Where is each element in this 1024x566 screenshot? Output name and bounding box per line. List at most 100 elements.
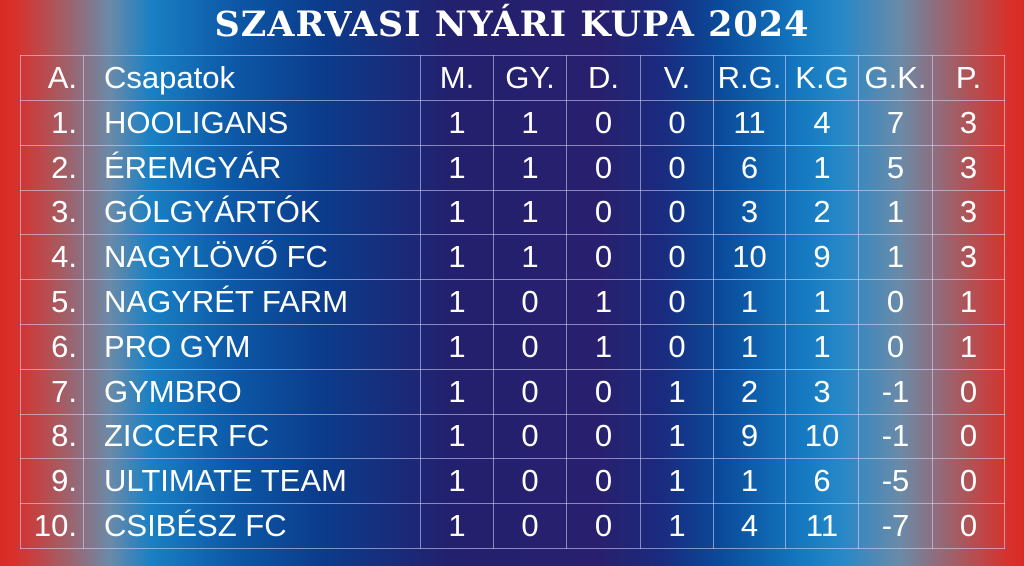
cell-points: 0 xyxy=(932,413,1005,460)
cell-team: GYMBRO xyxy=(83,368,421,415)
cell-wins: 0 xyxy=(493,279,567,325)
cell-goals-against: 10 xyxy=(785,413,859,460)
cell-goals-against: 9 xyxy=(785,234,859,281)
cell-goal-difference: 5 xyxy=(858,144,933,191)
cell-team: CSIBÉSZ FC xyxy=(83,503,421,549)
table-row: 1. HOOLIGANS 1 1 0 0 11 4 7 3 xyxy=(20,100,1005,146)
table-row: 7. GYMBRO 1 0 0 1 2 3 -1 0 xyxy=(20,368,1005,415)
cell-draws: 1 xyxy=(566,323,641,370)
cell-points: 0 xyxy=(932,503,1005,549)
cell-team: NAGYLÖVŐ FC xyxy=(83,234,421,281)
header-goals-against: K.G xyxy=(785,55,859,101)
cell-goals-for: 2 xyxy=(713,368,786,415)
cell-goal-difference: 1 xyxy=(858,234,933,281)
cell-losses: 0 xyxy=(640,323,714,370)
cell-draws: 0 xyxy=(566,144,641,191)
cell-goals-against: 3 xyxy=(785,368,859,415)
cell-losses: 0 xyxy=(640,189,714,236)
cell-losses: 0 xyxy=(640,100,714,146)
cell-team: HOOLIGANS xyxy=(83,100,421,146)
cell-goals-against: 2 xyxy=(785,189,859,236)
cell-team: PRO GYM xyxy=(83,323,421,370)
cell-position: 8. xyxy=(20,413,84,460)
cell-team: ULTIMATE TEAM xyxy=(83,458,421,505)
cell-goals-for: 1 xyxy=(713,279,786,325)
cell-losses: 1 xyxy=(640,368,714,415)
cell-points: 1 xyxy=(932,323,1005,370)
cell-losses: 0 xyxy=(640,234,714,281)
cell-goals-for: 11 xyxy=(713,100,786,146)
table-row: 4. NAGYLÖVŐ FC 1 1 0 0 10 9 1 3 xyxy=(20,234,1005,281)
cell-losses: 0 xyxy=(640,279,714,325)
cell-position: 7. xyxy=(20,368,84,415)
cell-losses: 0 xyxy=(640,144,714,191)
cell-goal-difference: -1 xyxy=(858,413,933,460)
cell-position: 3. xyxy=(20,189,84,236)
cell-team: ZICCER FC xyxy=(83,413,421,460)
cell-points: 3 xyxy=(932,144,1005,191)
cell-points: 0 xyxy=(932,458,1005,505)
cell-goals-against: 6 xyxy=(785,458,859,505)
cell-draws: 0 xyxy=(566,503,641,549)
cell-goal-difference: 1 xyxy=(858,189,933,236)
header-goal-difference: G.K. xyxy=(858,55,933,101)
cell-goal-difference: 0 xyxy=(858,279,933,325)
cell-goals-against: 4 xyxy=(785,100,859,146)
cell-goals-for: 4 xyxy=(713,503,786,549)
cell-played: 1 xyxy=(420,189,494,236)
cell-played: 1 xyxy=(420,279,494,325)
table-row: 10. CSIBÉSZ FC 1 0 0 1 4 11 -7 0 xyxy=(20,503,1005,549)
cell-wins: 0 xyxy=(493,413,567,460)
cell-wins: 1 xyxy=(493,234,567,281)
cell-wins: 1 xyxy=(493,144,567,191)
cell-points: 3 xyxy=(932,234,1005,281)
standings-table: A. Csapatok M. GY. D. V. R.G. K.G G.K. P. 1. HOOLI… xyxy=(20,55,1005,549)
cell-goals-for: 3 xyxy=(713,189,786,236)
cell-goals-for: 1 xyxy=(713,323,786,370)
cell-wins: 0 xyxy=(493,368,567,415)
cell-draws: 0 xyxy=(566,413,641,460)
cell-goals-against: 1 xyxy=(785,323,859,370)
header-points: P. xyxy=(932,55,1005,101)
header-goals-for: R.G. xyxy=(713,55,786,101)
cell-position: 6. xyxy=(20,323,84,370)
cell-position: 4. xyxy=(20,234,84,281)
cell-goals-against: 11 xyxy=(785,503,859,549)
cell-team: ÉREMGYÁR xyxy=(83,144,421,191)
header-losses: V. xyxy=(640,55,714,101)
cell-goals-for: 10 xyxy=(713,234,786,281)
cell-draws: 0 xyxy=(566,368,641,415)
cell-goals-against: 1 xyxy=(785,144,859,191)
cell-played: 1 xyxy=(420,100,494,146)
cell-goals-against: 1 xyxy=(785,279,859,325)
cell-losses: 1 xyxy=(640,413,714,460)
cell-team: GÓLGYÁRTÓK xyxy=(83,189,421,236)
cell-team: NAGYRÉT FARM xyxy=(83,279,421,325)
header-team: Csapatok xyxy=(83,55,421,101)
table-row: 5. NAGYRÉT FARM 1 0 1 0 1 1 0 1 xyxy=(20,279,1005,325)
cell-draws: 0 xyxy=(566,189,641,236)
cell-position: 2. xyxy=(20,144,84,191)
cell-points: 0 xyxy=(932,368,1005,415)
cell-points: 3 xyxy=(932,100,1005,146)
cell-played: 1 xyxy=(420,234,494,281)
table-row: 9. ULTIMATE TEAM 1 0 0 1 1 6 -5 0 xyxy=(20,458,1005,505)
cell-position: 5. xyxy=(20,279,84,325)
cell-losses: 1 xyxy=(640,503,714,549)
cell-wins: 1 xyxy=(493,189,567,236)
cell-points: 3 xyxy=(932,189,1005,236)
header-row: A. Csapatok M. GY. D. V. R.G. K.G G.K. P. xyxy=(20,55,1005,101)
table-row: 8. ZICCER FC 1 0 0 1 9 10 -1 0 xyxy=(20,413,1005,460)
cell-points: 1 xyxy=(932,279,1005,325)
cell-goal-difference: -5 xyxy=(858,458,933,505)
cell-goals-for: 1 xyxy=(713,458,786,505)
cell-wins: 1 xyxy=(493,100,567,146)
header-position: A. xyxy=(20,55,84,101)
cell-goal-difference: -1 xyxy=(858,368,933,415)
cell-goal-difference: -7 xyxy=(858,503,933,549)
cell-goals-for: 9 xyxy=(713,413,786,460)
cell-losses: 1 xyxy=(640,458,714,505)
cell-draws: 1 xyxy=(566,279,641,325)
cell-played: 1 xyxy=(420,368,494,415)
header-played: M. xyxy=(420,55,494,101)
